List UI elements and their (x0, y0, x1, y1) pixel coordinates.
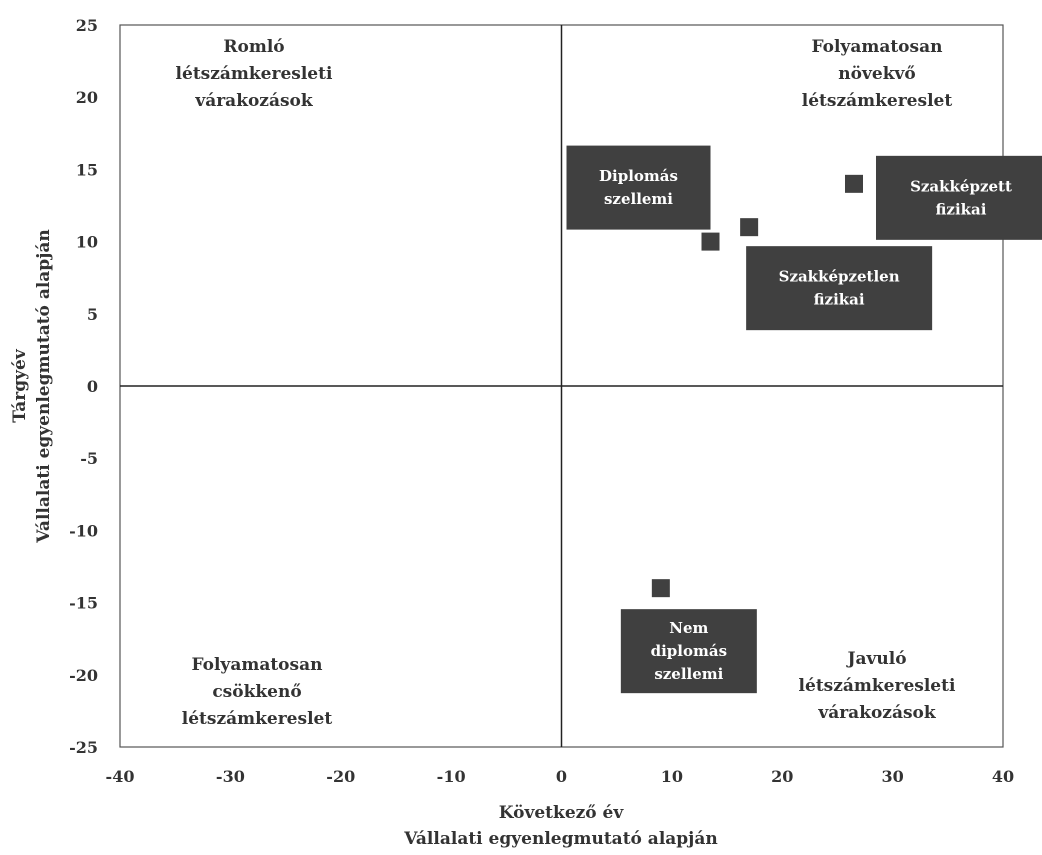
quadrant-label-line: várakozások (194, 91, 314, 111)
point-label-box (746, 246, 933, 331)
x-tick-label: 30 (881, 767, 903, 786)
data-point (740, 218, 759, 237)
x-tick-label: -30 (216, 767, 245, 786)
x-tick-label: 10 (661, 767, 683, 786)
y-tick-label: 10 (76, 233, 98, 252)
x-tick-label: -10 (437, 767, 466, 786)
quadrant-label-line: növekvő (838, 64, 915, 84)
data-point (844, 174, 863, 193)
point-label: Nem (669, 619, 708, 637)
quadrant-label-line: várakozások (817, 703, 937, 723)
x-axis-title-line: Vállalati egyenlegmutató alapján (403, 829, 717, 849)
y-tick-label: 20 (76, 88, 98, 107)
point-label: Diplomás (599, 167, 678, 185)
quadrant-label-line: létszámkeresleti (176, 64, 333, 84)
point-label: diplomás (651, 642, 727, 660)
x-tick-label: -20 (326, 767, 355, 786)
x-tick-label: -40 (106, 767, 135, 786)
point-label-box (620, 609, 757, 694)
x-tick-label: 20 (771, 767, 793, 786)
data-points (651, 174, 863, 598)
y-axis-title-line: Tárgyév (10, 348, 30, 423)
data-point (651, 579, 670, 598)
quadrant-label-line: csökkenő (212, 682, 301, 702)
point-label: fizikai (936, 200, 987, 218)
y-tick-label: -10 (69, 521, 98, 540)
quadrant-label-line: Romló (223, 37, 284, 57)
quadrant-labels: Romló létszámkeresleti várakozások Folyamat… (176, 37, 956, 729)
y-axis-title: Tárgyév Vállalati egyenlegmutató alapján (10, 229, 54, 543)
point-label-box (566, 145, 711, 230)
y-tick-label: -25 (69, 738, 98, 757)
quadrant-label-line: létszámkereslet (802, 91, 953, 111)
point-label: fizikai (814, 291, 865, 309)
quadrant-label-line: Folyamatosan (812, 37, 943, 57)
point-label: Szakképzett (910, 177, 1012, 195)
point-label-box (875, 155, 1042, 240)
y-tick-label: 5 (87, 305, 98, 324)
quadrant-label-line: létszámkeresleti (799, 676, 956, 696)
quadrant-label-line: létszámkereslet (182, 709, 333, 729)
y-tick-label: -5 (80, 449, 98, 468)
quadrant-label-line: Folyamatosan (192, 655, 323, 675)
y-tick-label: 25 (76, 16, 98, 35)
x-tick-labels: -40 -30 -20 -10 0 10 20 30 40 (106, 767, 1015, 786)
y-axis-title-line: Vállalati egyenlegmutató alapján (34, 229, 54, 543)
point-label: Szakképzetlen (779, 268, 900, 286)
point-label: szellemi (604, 190, 673, 208)
y-tick-label: 15 (76, 160, 98, 179)
data-point (701, 232, 720, 251)
y-tick-label: -20 (69, 666, 98, 685)
y-tick-label: -15 (69, 594, 98, 613)
y-tick-label: 0 (87, 377, 98, 396)
x-axis-title-line: Következő év (499, 803, 625, 823)
point-labels: Diplomás szellemi Szakképzetlen fizikai Szak… (566, 145, 1042, 694)
point-label: szellemi (654, 665, 723, 683)
x-axis-title: Következő év Vállalati egyenlegmutató ala… (403, 803, 717, 849)
y-tick-labels: 25 20 15 10 5 0 -5 -10 -15 -20 -25 (69, 16, 98, 757)
x-tick-label: 40 (992, 767, 1014, 786)
x-tick-label: 0 (556, 767, 567, 786)
quadrant-label-line: Javuló (845, 649, 906, 669)
